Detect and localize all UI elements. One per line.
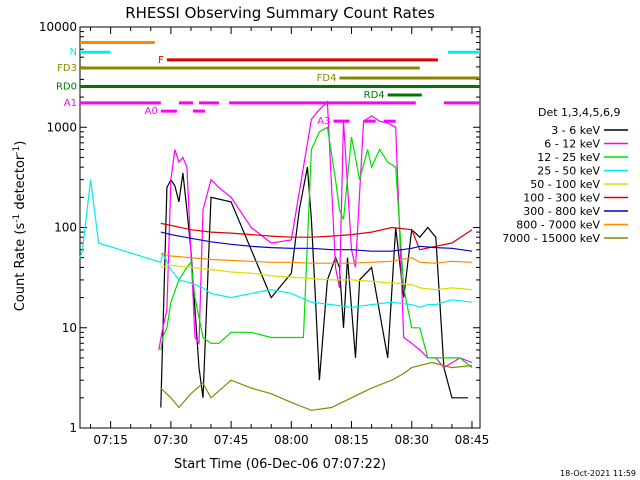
legend-label: 100 - 300 keV bbox=[523, 192, 600, 205]
flag-label: FD4 bbox=[317, 73, 337, 84]
legend-label: 6 - 12 keV bbox=[544, 138, 600, 151]
series-line-0 bbox=[160, 166, 468, 408]
series-line-7 bbox=[160, 252, 473, 264]
x-tick-label: 08:30 bbox=[394, 433, 429, 447]
x-tick-label: 07:15 bbox=[93, 433, 128, 447]
legend-label: 12 - 25 keV bbox=[537, 151, 600, 164]
x-tick-label: 08:00 bbox=[274, 433, 309, 447]
flag-label: FD3 bbox=[57, 63, 77, 74]
legend-title: Det 1,3,4,5,6,9 bbox=[538, 106, 621, 119]
flag-label: A1 bbox=[64, 98, 77, 109]
plot-area: 1 10 100 1000 10000 07:15 07:30 07:45 08:00 08:15… bbox=[39, 20, 489, 447]
series-line-3 bbox=[79, 179, 473, 308]
legend-label: 7000 - 15000 keV bbox=[502, 232, 600, 245]
flag-label: A3 bbox=[317, 116, 330, 127]
legend-label: 50 - 100 keV bbox=[530, 178, 600, 191]
y-axis-label: Count Rate (s-1 detector-1) bbox=[12, 141, 28, 312]
flag-label: A0 bbox=[145, 106, 158, 117]
series-line-5 bbox=[160, 222, 473, 251]
y-axis-label-part-2: detector bbox=[13, 154, 28, 214]
x-axis-label: Start Time (06-Dec-06 07:07:22) bbox=[174, 457, 386, 472]
y-axis-label-sup-2: -1 bbox=[12, 146, 22, 155]
legend-label: 25 - 50 keV bbox=[537, 165, 600, 178]
legend-label: 300 - 800 keV bbox=[523, 205, 600, 218]
y-tick-label: 1000 bbox=[46, 120, 77, 134]
series-line-8 bbox=[160, 361, 473, 411]
legend-label: 800 - 7000 keV bbox=[516, 219, 600, 232]
y-axis-label-part-3: ) bbox=[13, 141, 28, 146]
series-line-2 bbox=[160, 126, 473, 369]
x-tick-label: 07:45 bbox=[214, 433, 249, 447]
x-tick-label: 07:30 bbox=[154, 433, 189, 447]
x-tick-label: 08:15 bbox=[334, 433, 369, 447]
flag-label: RD0 bbox=[56, 81, 77, 92]
series-line-6 bbox=[160, 231, 473, 252]
y-tick-label: 10000 bbox=[39, 20, 77, 34]
y-axis-label-part-1: Count Rate (s bbox=[13, 223, 28, 312]
flag-label: F bbox=[158, 55, 164, 66]
footer-date: 18-Oct-2021 11:59 bbox=[560, 469, 636, 478]
series-line-4 bbox=[160, 264, 473, 291]
y-axis-label-sup-1: -1 bbox=[12, 214, 22, 223]
series-line-1 bbox=[158, 100, 473, 369]
chart-title: RHESSI Observing Summary Count Rates bbox=[125, 4, 435, 22]
y-tick-label: 100 bbox=[54, 221, 77, 235]
x-tick-label: 08:45 bbox=[455, 433, 490, 447]
flag-label: N bbox=[70, 47, 77, 58]
y-tick-label: 1 bbox=[69, 421, 77, 435]
flag-label: RD4 bbox=[364, 90, 385, 101]
y-tick-label: 10 bbox=[62, 321, 77, 335]
legend-label: 3 - 6 keV bbox=[551, 124, 600, 137]
